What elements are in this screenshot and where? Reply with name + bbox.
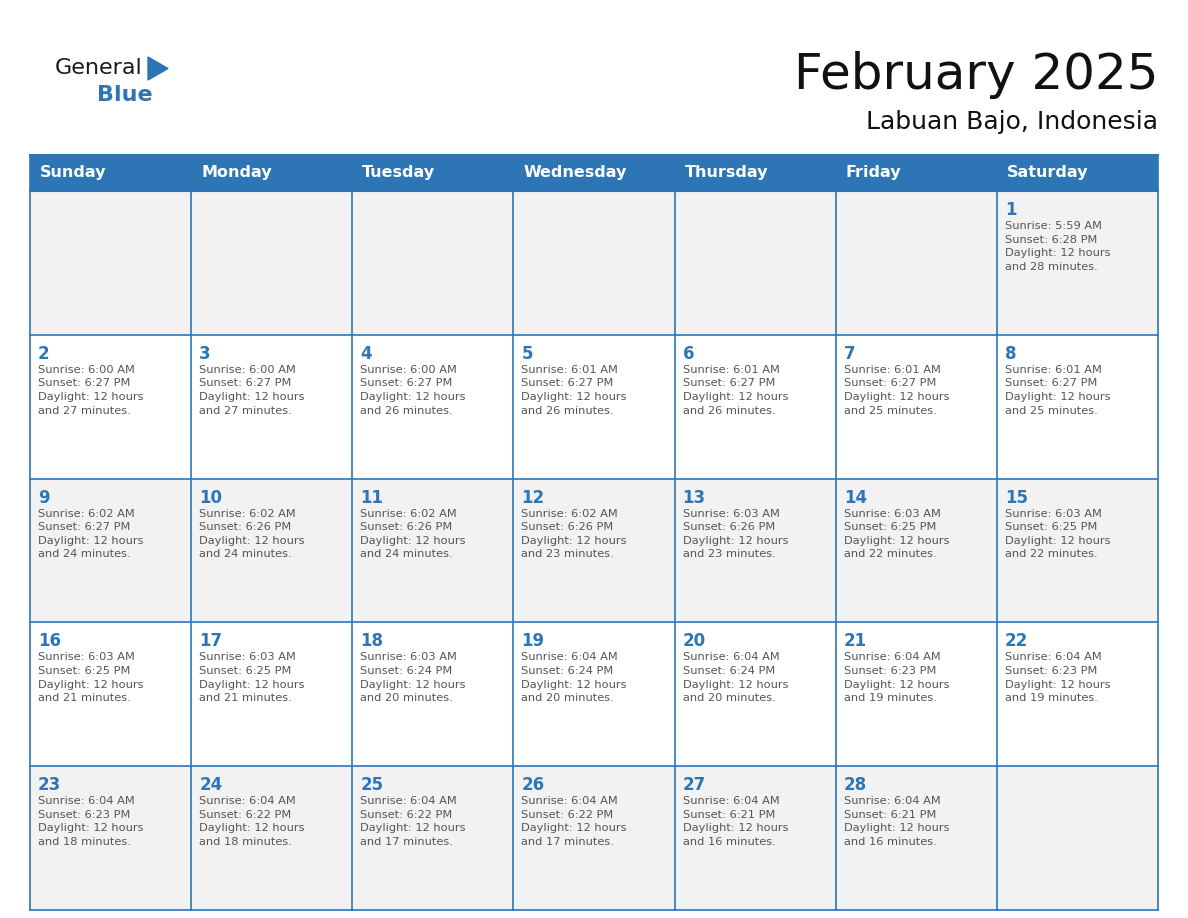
Text: 2: 2: [38, 345, 50, 363]
Text: 10: 10: [200, 488, 222, 507]
Bar: [30, 191, 1158, 335]
Text: Sunrise: 6:04 AM
Sunset: 6:23 PM
Daylight: 12 hours
and 18 minutes.: Sunrise: 6:04 AM Sunset: 6:23 PM Dayligh…: [38, 796, 144, 847]
Text: Labuan Bajo, Indonesia: Labuan Bajo, Indonesia: [866, 110, 1158, 134]
Bar: [30, 622, 1158, 767]
Bar: [30, 335, 1158, 478]
Text: Sunrise: 6:03 AM
Sunset: 6:25 PM
Daylight: 12 hours
and 22 minutes.: Sunrise: 6:03 AM Sunset: 6:25 PM Dayligh…: [1005, 509, 1111, 559]
Bar: [30, 155, 1158, 191]
Text: Sunrise: 5:59 AM
Sunset: 6:28 PM
Daylight: 12 hours
and 28 minutes.: Sunrise: 5:59 AM Sunset: 6:28 PM Dayligh…: [1005, 221, 1111, 272]
Text: 3: 3: [200, 345, 210, 363]
Polygon shape: [148, 57, 168, 80]
Text: 24: 24: [200, 777, 222, 794]
Bar: [30, 478, 1158, 622]
Text: Friday: Friday: [846, 165, 902, 181]
Text: Sunrise: 6:02 AM
Sunset: 6:26 PM
Daylight: 12 hours
and 24 minutes.: Sunrise: 6:02 AM Sunset: 6:26 PM Dayligh…: [200, 509, 304, 559]
Bar: [30, 767, 1158, 910]
Text: Sunrise: 6:01 AM
Sunset: 6:27 PM
Daylight: 12 hours
and 26 minutes.: Sunrise: 6:01 AM Sunset: 6:27 PM Dayligh…: [522, 364, 627, 416]
Text: Sunrise: 6:02 AM
Sunset: 6:26 PM
Daylight: 12 hours
and 24 minutes.: Sunrise: 6:02 AM Sunset: 6:26 PM Dayligh…: [360, 509, 466, 559]
Text: 25: 25: [360, 777, 384, 794]
Text: Sunrise: 6:04 AM
Sunset: 6:24 PM
Daylight: 12 hours
and 20 minutes.: Sunrise: 6:04 AM Sunset: 6:24 PM Dayligh…: [522, 653, 627, 703]
Text: 1: 1: [1005, 201, 1017, 219]
Text: Wednesday: Wednesday: [524, 165, 627, 181]
Text: 17: 17: [200, 633, 222, 650]
Text: Sunrise: 6:00 AM
Sunset: 6:27 PM
Daylight: 12 hours
and 26 minutes.: Sunrise: 6:00 AM Sunset: 6:27 PM Dayligh…: [360, 364, 466, 416]
Text: 9: 9: [38, 488, 50, 507]
Text: Saturday: Saturday: [1007, 165, 1088, 181]
Text: Sunrise: 6:04 AM
Sunset: 6:22 PM
Daylight: 12 hours
and 17 minutes.: Sunrise: 6:04 AM Sunset: 6:22 PM Dayligh…: [522, 796, 627, 847]
Text: 12: 12: [522, 488, 544, 507]
Text: Sunrise: 6:04 AM
Sunset: 6:24 PM
Daylight: 12 hours
and 20 minutes.: Sunrise: 6:04 AM Sunset: 6:24 PM Dayligh…: [683, 653, 788, 703]
Text: Sunrise: 6:01 AM
Sunset: 6:27 PM
Daylight: 12 hours
and 26 minutes.: Sunrise: 6:01 AM Sunset: 6:27 PM Dayligh…: [683, 364, 788, 416]
Text: Sunrise: 6:03 AM
Sunset: 6:24 PM
Daylight: 12 hours
and 20 minutes.: Sunrise: 6:03 AM Sunset: 6:24 PM Dayligh…: [360, 653, 466, 703]
Text: 7: 7: [843, 345, 855, 363]
Text: Sunday: Sunday: [40, 165, 107, 181]
Text: 8: 8: [1005, 345, 1017, 363]
Text: 28: 28: [843, 777, 867, 794]
Text: 20: 20: [683, 633, 706, 650]
Text: Sunrise: 6:04 AM
Sunset: 6:23 PM
Daylight: 12 hours
and 19 minutes.: Sunrise: 6:04 AM Sunset: 6:23 PM Dayligh…: [1005, 653, 1111, 703]
Text: February 2025: February 2025: [794, 51, 1158, 99]
Text: 14: 14: [843, 488, 867, 507]
Text: Sunrise: 6:04 AM
Sunset: 6:21 PM
Daylight: 12 hours
and 16 minutes.: Sunrise: 6:04 AM Sunset: 6:21 PM Dayligh…: [683, 796, 788, 847]
Text: Sunrise: 6:02 AM
Sunset: 6:26 PM
Daylight: 12 hours
and 23 minutes.: Sunrise: 6:02 AM Sunset: 6:26 PM Dayligh…: [522, 509, 627, 559]
Text: Sunrise: 6:00 AM
Sunset: 6:27 PM
Daylight: 12 hours
and 27 minutes.: Sunrise: 6:00 AM Sunset: 6:27 PM Dayligh…: [200, 364, 304, 416]
Text: Blue: Blue: [97, 85, 152, 105]
Text: Sunrise: 6:04 AM
Sunset: 6:22 PM
Daylight: 12 hours
and 18 minutes.: Sunrise: 6:04 AM Sunset: 6:22 PM Dayligh…: [200, 796, 304, 847]
Text: Sunrise: 6:03 AM
Sunset: 6:26 PM
Daylight: 12 hours
and 23 minutes.: Sunrise: 6:03 AM Sunset: 6:26 PM Dayligh…: [683, 509, 788, 559]
Text: Sunrise: 6:04 AM
Sunset: 6:21 PM
Daylight: 12 hours
and 16 minutes.: Sunrise: 6:04 AM Sunset: 6:21 PM Dayligh…: [843, 796, 949, 847]
Text: 13: 13: [683, 488, 706, 507]
Text: 18: 18: [360, 633, 384, 650]
Text: 11: 11: [360, 488, 384, 507]
Text: Monday: Monday: [201, 165, 272, 181]
Text: Sunrise: 6:00 AM
Sunset: 6:27 PM
Daylight: 12 hours
and 27 minutes.: Sunrise: 6:00 AM Sunset: 6:27 PM Dayligh…: [38, 364, 144, 416]
Text: Sunrise: 6:03 AM
Sunset: 6:25 PM
Daylight: 12 hours
and 21 minutes.: Sunrise: 6:03 AM Sunset: 6:25 PM Dayligh…: [200, 653, 304, 703]
Text: Sunrise: 6:03 AM
Sunset: 6:25 PM
Daylight: 12 hours
and 22 minutes.: Sunrise: 6:03 AM Sunset: 6:25 PM Dayligh…: [843, 509, 949, 559]
Text: 21: 21: [843, 633, 867, 650]
Text: Sunrise: 6:03 AM
Sunset: 6:25 PM
Daylight: 12 hours
and 21 minutes.: Sunrise: 6:03 AM Sunset: 6:25 PM Dayligh…: [38, 653, 144, 703]
Text: General: General: [55, 58, 143, 78]
Text: 22: 22: [1005, 633, 1028, 650]
Text: Tuesday: Tuesday: [362, 165, 436, 181]
Text: Sunrise: 6:04 AM
Sunset: 6:22 PM
Daylight: 12 hours
and 17 minutes.: Sunrise: 6:04 AM Sunset: 6:22 PM Dayligh…: [360, 796, 466, 847]
Text: Sunrise: 6:01 AM
Sunset: 6:27 PM
Daylight: 12 hours
and 25 minutes.: Sunrise: 6:01 AM Sunset: 6:27 PM Dayligh…: [843, 364, 949, 416]
Text: 15: 15: [1005, 488, 1028, 507]
Text: Sunrise: 6:04 AM
Sunset: 6:23 PM
Daylight: 12 hours
and 19 minutes.: Sunrise: 6:04 AM Sunset: 6:23 PM Dayligh…: [843, 653, 949, 703]
Text: Thursday: Thursday: [684, 165, 769, 181]
Text: 5: 5: [522, 345, 533, 363]
Text: Sunrise: 6:02 AM
Sunset: 6:27 PM
Daylight: 12 hours
and 24 minutes.: Sunrise: 6:02 AM Sunset: 6:27 PM Dayligh…: [38, 509, 144, 559]
Text: 19: 19: [522, 633, 544, 650]
Text: 27: 27: [683, 777, 706, 794]
Text: Sunrise: 6:01 AM
Sunset: 6:27 PM
Daylight: 12 hours
and 25 minutes.: Sunrise: 6:01 AM Sunset: 6:27 PM Dayligh…: [1005, 364, 1111, 416]
Text: 6: 6: [683, 345, 694, 363]
Text: 16: 16: [38, 633, 61, 650]
Text: 4: 4: [360, 345, 372, 363]
Text: 23: 23: [38, 777, 62, 794]
Text: 26: 26: [522, 777, 544, 794]
